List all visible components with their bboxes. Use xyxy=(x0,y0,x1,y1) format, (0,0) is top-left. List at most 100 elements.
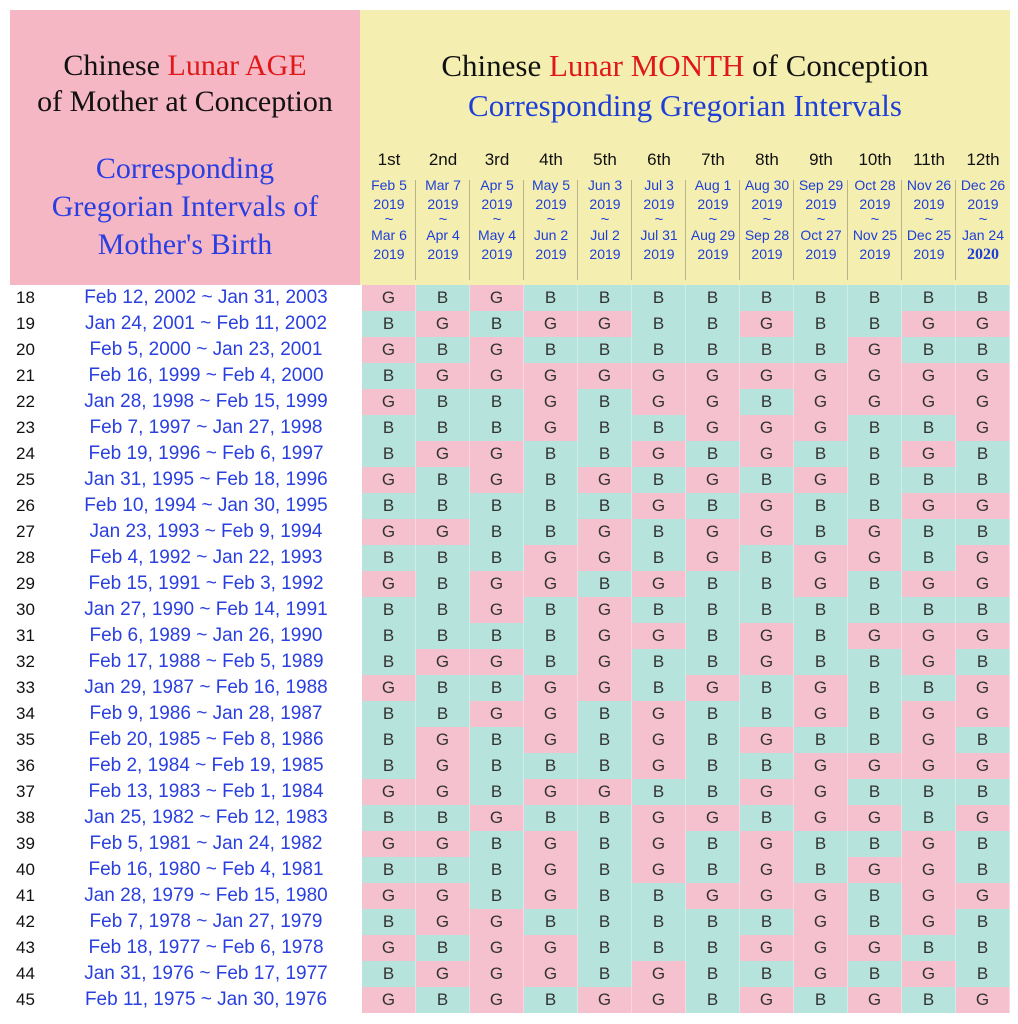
mother-age: 37 xyxy=(16,782,35,801)
gender-cell: G xyxy=(902,727,956,753)
gender-cell: B xyxy=(362,545,416,571)
gender-cell: B xyxy=(794,987,848,1013)
gender-cell: G xyxy=(578,649,632,675)
gender-cell: B xyxy=(470,831,524,857)
gender-cell: G xyxy=(848,857,902,883)
gender-cell: G xyxy=(686,415,740,441)
gender-cell: G xyxy=(902,753,956,779)
birth-interval: Jan 28, 1979 ~ Feb 15, 1980 xyxy=(84,885,328,906)
month-name: 1st xyxy=(377,150,401,169)
birth-interval: Feb 5, 1981 ~ Jan 24, 1982 xyxy=(89,833,323,854)
table-row: 19 Jan 24, 2001 ~ Feb 11, 2002 B G B G G B B G B B G… xyxy=(0,311,1018,337)
gender-cell: B xyxy=(740,909,794,935)
gender-cell: G xyxy=(470,467,524,493)
gender-cell: B xyxy=(794,311,848,337)
gender-cell: G xyxy=(902,909,956,935)
table-row: 27 Jan 23, 1993 ~ Feb 9, 1994 G G B B G B G G B G B B xyxy=(0,519,1018,545)
month-start-date: Feb 5 2019 xyxy=(371,177,407,212)
table-row: 32 Feb 17, 1988 ~ Feb 5, 1989 B G G B G B B G B B G B xyxy=(0,649,1018,675)
gender-cell: B xyxy=(470,415,524,441)
gender-cell: G xyxy=(902,961,956,987)
gender-cell: G xyxy=(740,441,794,467)
month-end-date: Jul 2 2019 xyxy=(589,227,621,262)
table-row: 45 Feb 11, 1975 ~ Jan 30, 1976 G B G B G G B G B G B… xyxy=(0,987,1018,1013)
gender-cell: G xyxy=(956,805,1010,831)
gender-cell: G xyxy=(794,779,848,805)
gender-cell: G xyxy=(578,467,632,493)
tilde-separator: ~ xyxy=(546,211,556,228)
gender-cell: B xyxy=(362,727,416,753)
gender-cell: B xyxy=(740,961,794,987)
gender-cell: B xyxy=(578,493,632,519)
gender-cell: B xyxy=(416,467,470,493)
gender-cell: G xyxy=(578,623,632,649)
gender-cell: B xyxy=(416,493,470,519)
gender-cell: G xyxy=(902,623,956,649)
month-end-date: Jun 2 2019 xyxy=(533,227,569,262)
birth-interval: Feb 2, 1984 ~ Feb 19, 1985 xyxy=(88,755,324,776)
column-divider xyxy=(469,180,470,280)
gender-cell: B xyxy=(470,311,524,337)
gender-cell: G xyxy=(956,753,1010,779)
table-row: 25 Jan 31, 1995 ~ Feb 18, 1996 G B G B G B G B G B B… xyxy=(0,467,1018,493)
gender-cell: G xyxy=(524,571,578,597)
gender-cell: B xyxy=(686,597,740,623)
gender-cell: B xyxy=(362,753,416,779)
table-row: 23 Feb 7, 1997 ~ Jan 27, 1998 B B B G B B G G G B B G xyxy=(0,415,1018,441)
birth-interval: Feb 17, 1988 ~ Feb 5, 1989 xyxy=(88,651,324,672)
gender-cell: G xyxy=(740,779,794,805)
gender-cell: G xyxy=(362,571,416,597)
gender-cell: G xyxy=(632,571,686,597)
birth-interval: Feb 20, 1985 ~ Feb 8, 1986 xyxy=(88,729,324,750)
month-end-date: Dec 25 2019 xyxy=(906,227,952,262)
mother-age: 28 xyxy=(16,548,35,567)
gender-cell: G xyxy=(470,571,524,597)
gender-cell: G xyxy=(794,675,848,701)
column-divider xyxy=(847,180,848,280)
gender-cell: G xyxy=(794,415,848,441)
gender-cell: G xyxy=(578,779,632,805)
gender-cell: B xyxy=(686,571,740,597)
birth-interval: Feb 16, 1999 ~ Feb 4, 2000 xyxy=(88,365,324,386)
gender-cell: B xyxy=(902,779,956,805)
gender-cell: G xyxy=(416,441,470,467)
birth-interval: Feb 9, 1986 ~ Jan 28, 1987 xyxy=(89,703,323,724)
mother-age: 29 xyxy=(16,574,35,593)
tilde-separator: ~ xyxy=(924,211,934,228)
gender-cell: B xyxy=(848,441,902,467)
table-row: 28 Feb 4, 1992 ~ Jan 22, 1993 B B B G G B G B G G B G xyxy=(0,545,1018,571)
tilde-separator: ~ xyxy=(492,211,502,228)
gender-cell: B xyxy=(416,285,470,311)
tilde-separator: ~ xyxy=(708,211,718,228)
mother-age: 36 xyxy=(16,756,35,775)
gender-cell: B xyxy=(578,805,632,831)
column-divider xyxy=(631,180,632,280)
gender-cell: B xyxy=(470,883,524,909)
gender-cell: B xyxy=(794,441,848,467)
month-column-10: 10th Oct 28 2019 ~ Nov 25 2019 xyxy=(848,150,902,280)
mother-age: 32 xyxy=(16,652,35,671)
table-row: 41 Jan 28, 1979 ~ Feb 15, 1980 G G B G B B G G G B G… xyxy=(0,883,1018,909)
gender-cell: G xyxy=(416,883,470,909)
gender-cell: G xyxy=(956,675,1010,701)
table-row: 43 Feb 18, 1977 ~ Feb 6, 1978 G B G G B B B G G G B B xyxy=(0,935,1018,961)
gender-cell: G xyxy=(794,883,848,909)
table-row: 21 Feb 16, 1999 ~ Feb 4, 2000 B G G G G G G G G G G G xyxy=(0,363,1018,389)
column-divider xyxy=(901,180,902,280)
gender-cell: G xyxy=(686,675,740,701)
gender-cell: B xyxy=(470,389,524,415)
table-row: 31 Feb 6, 1989 ~ Jan 26, 1990 B B B B G G B G B G G G xyxy=(0,623,1018,649)
gender-cell: G xyxy=(686,883,740,909)
month-end-date: Jan 24 2020 xyxy=(961,227,1005,263)
gender-cell: B xyxy=(470,519,524,545)
birth-interval: Jan 28, 1998 ~ Feb 15, 1999 xyxy=(84,391,328,412)
gender-cell: B xyxy=(524,493,578,519)
gender-cell: G xyxy=(740,649,794,675)
gender-cell: B xyxy=(524,519,578,545)
gender-cell: B xyxy=(632,883,686,909)
gender-cell: G xyxy=(524,883,578,909)
gender-cell: G xyxy=(632,961,686,987)
gender-cell: G xyxy=(362,883,416,909)
gender-cell: G xyxy=(632,701,686,727)
gender-cell: B xyxy=(524,467,578,493)
